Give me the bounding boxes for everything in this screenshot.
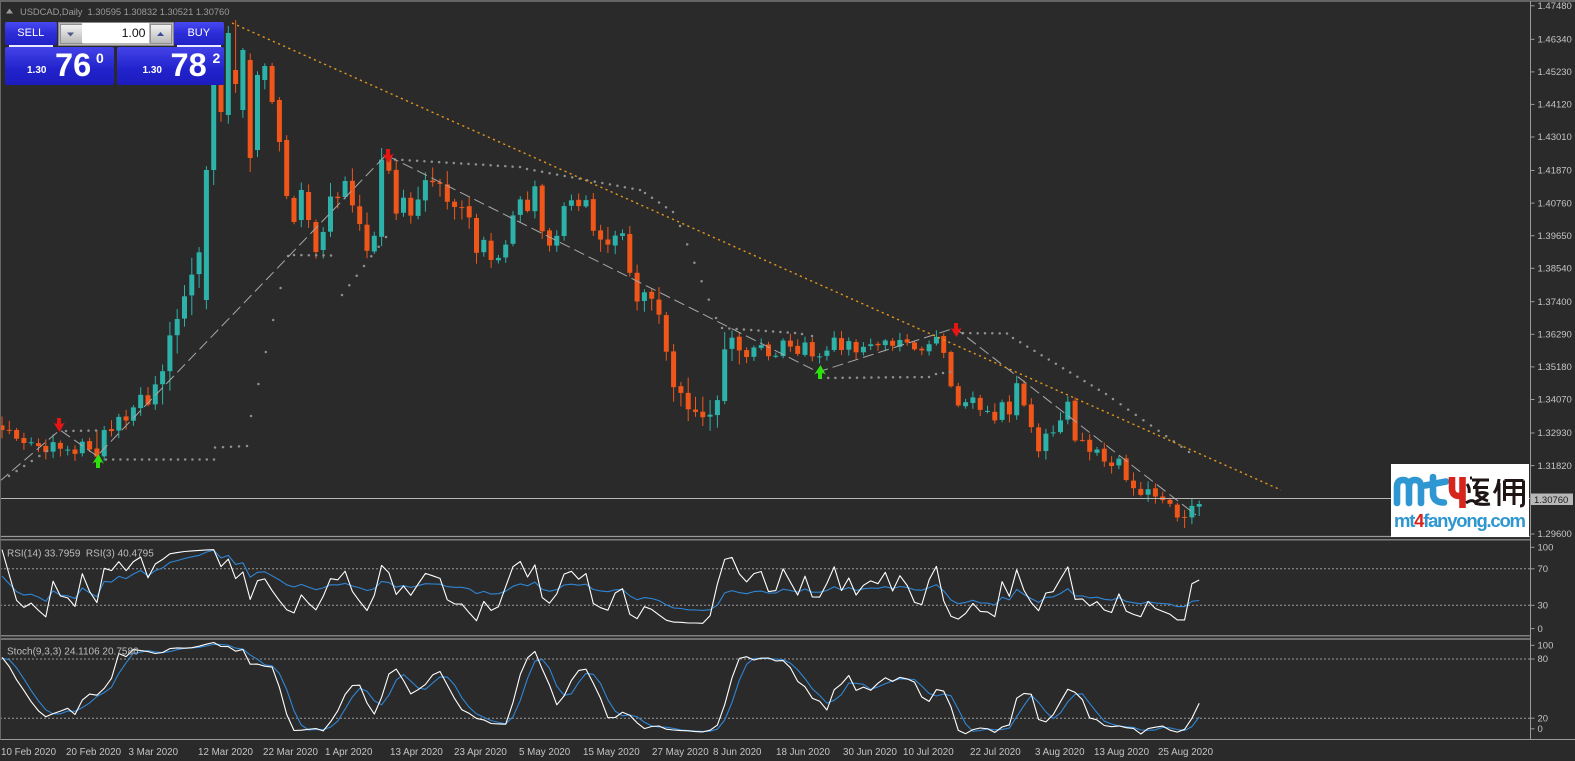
svg-text:Stoch(9,3,3) 24.1106 20.7586: Stoch(9,3,3) 24.1106 20.7586	[7, 647, 139, 658]
svg-text:RSI(14) 33.7959 RSI(3) 40.479: RSI(14) 33.7959 RSI(3) 40.4795	[7, 549, 154, 560]
svg-text:1.47480: 1.47480	[1538, 1, 1572, 12]
svg-text:1.32930: 1.32930	[1538, 428, 1572, 439]
svg-text:22 Mar 2020: 22 Mar 2020	[263, 747, 319, 758]
svg-text:15 May 2020: 15 May 2020	[583, 747, 640, 758]
svg-text:1.29600: 1.29600	[1538, 529, 1572, 540]
svg-text:22 Jul 2020: 22 Jul 2020	[970, 747, 1021, 758]
svg-text:1.35180: 1.35180	[1538, 362, 1572, 373]
svg-text:13 Apr 2020: 13 Apr 2020	[390, 747, 443, 758]
svg-text:25 Aug 2020: 25 Aug 2020	[1158, 747, 1214, 758]
svg-text:100: 100	[1538, 543, 1554, 554]
svg-text:1 Apr 2020: 1 Apr 2020	[325, 747, 373, 758]
svg-text:30 Jun 2020: 30 Jun 2020	[843, 747, 897, 758]
svg-text:1.46340: 1.46340	[1538, 35, 1572, 46]
svg-text:3 Aug 2020: 3 Aug 2020	[1035, 747, 1085, 758]
svg-text:0: 0	[1538, 624, 1543, 635]
svg-text:1.36290: 1.36290	[1538, 330, 1572, 341]
svg-text:18 Jun 2020: 18 Jun 2020	[776, 747, 830, 758]
svg-text:12 Mar 2020: 12 Mar 2020	[198, 747, 254, 758]
svg-text:5 May 2020: 5 May 2020	[519, 747, 571, 758]
svg-text:1.38540: 1.38540	[1538, 264, 1572, 275]
svg-text:10 Feb 2020: 10 Feb 2020	[1, 747, 57, 758]
svg-text:1.45230: 1.45230	[1538, 67, 1572, 78]
svg-text:8 Jun 2020: 8 Jun 2020	[713, 747, 762, 758]
svg-text:3 Mar 2020: 3 Mar 2020	[129, 747, 179, 758]
svg-text:1.30760: 1.30760	[1534, 495, 1568, 506]
svg-text:70: 70	[1538, 564, 1549, 575]
svg-text:13 Aug 2020: 13 Aug 2020	[1094, 747, 1150, 758]
svg-text:1.34070: 1.34070	[1538, 395, 1572, 406]
svg-text:1.41870: 1.41870	[1538, 166, 1572, 177]
svg-text:10 Jul 2020: 10 Jul 2020	[903, 747, 954, 758]
svg-text:30: 30	[1538, 601, 1549, 612]
svg-text:USDCAD,Daily 1.30595 1.30832: USDCAD,Daily 1.30595 1.30832 1.30521 1.3…	[20, 6, 229, 17]
svg-text:100: 100	[1538, 641, 1554, 652]
svg-text:20: 20	[1538, 713, 1549, 724]
svg-text:80: 80	[1538, 654, 1549, 665]
svg-text:1.37400: 1.37400	[1538, 297, 1572, 308]
svg-text:0: 0	[1538, 724, 1543, 735]
svg-text:27 May 2020: 27 May 2020	[652, 747, 709, 758]
svg-text:1.44120: 1.44120	[1538, 100, 1572, 111]
svg-text:1.31820: 1.31820	[1538, 461, 1572, 472]
svg-text:1.43010: 1.43010	[1538, 132, 1572, 143]
svg-text:1.40760: 1.40760	[1538, 198, 1572, 209]
svg-text:1.39650: 1.39650	[1538, 231, 1572, 242]
svg-text:mt4fanyong.com: mt4fanyong.com	[1394, 510, 1526, 531]
svg-text:23 Apr 2020: 23 Apr 2020	[454, 747, 507, 758]
svg-text:20 Feb 2020: 20 Feb 2020	[66, 747, 122, 758]
